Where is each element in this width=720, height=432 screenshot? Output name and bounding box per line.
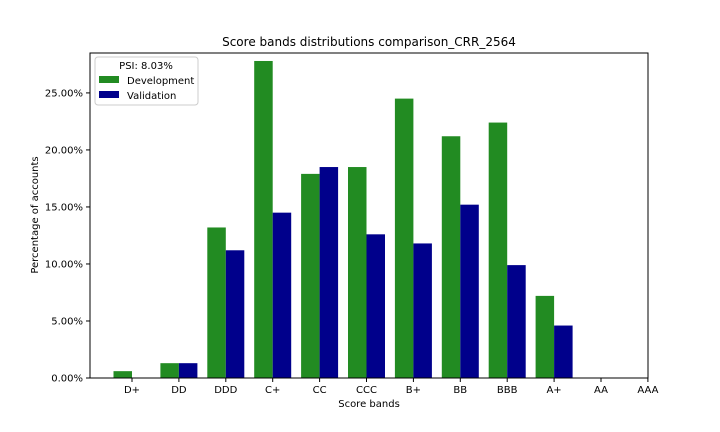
plot-frame [89,52,649,379]
legend: PSI: 8.03% Development Validation [94,56,199,106]
x-tick-label-d-: D+ [124,385,140,396]
chart-title: Score bands distributions comparison_CRR… [222,35,516,49]
bar-validation-ddd [225,250,245,378]
x-tick-label-cc: CC [313,385,327,396]
bar-validation-bbb [507,265,526,378]
x-tick-label-aaa: AAA [637,385,658,396]
y-tick-label: 5.00% [51,316,83,327]
x-tick-label-b-: B+ [406,385,421,396]
bar-validation-b- [413,243,432,378]
x-axis-label: Score bands [338,399,400,410]
bar-validation-ccc [366,234,385,378]
bar-development-c- [254,60,273,378]
bar-validation-a- [554,325,573,378]
bar-development-a- [535,295,555,378]
y-tick-label: 10.00% [45,259,83,270]
x-tick-label-ddd: DDD [214,385,237,396]
legend-label-development: Development [127,76,194,87]
x-tick-label-a-: A+ [546,385,561,396]
x-tick-label-bbb: BBB [497,385,518,396]
legend-swatch-validation [99,91,119,98]
y-axis: 0.00% 5.00% 10.00% 15.00% 20.00% 25.00% [45,88,90,385]
bar-validation-cc [319,167,339,378]
bar-development-bb [441,136,461,378]
y-axis-label: Percentage of accounts [30,156,41,273]
bar-validation-c- [272,212,292,378]
bar-validation-dd [178,363,198,378]
bar-development-bbb [488,122,508,378]
x-axis: D+ DD DDD C+ CC CCC B+ BB BBB A+ AA AAA [124,378,659,396]
bar-development-b- [394,98,414,379]
legend-box [94,56,199,106]
y-tick-label: 25.00% [45,88,83,99]
bar-validation-bb [460,204,479,378]
x-tick-label-aa: AA [594,385,608,396]
x-tick-label-c-: C+ [265,385,280,396]
x-tick-label-ccc: CCC [356,385,377,396]
bar-development-ddd [207,227,226,378]
legend-title: PSI: 8.03% [119,61,173,72]
bar-development-ccc [348,167,367,378]
x-tick-label-bb: BB [453,385,467,396]
x-tick-label-dd: DD [171,385,187,396]
bar-development-cc [301,173,320,378]
y-tick-label: 15.00% [45,202,83,213]
y-tick-label: 0.00% [51,374,83,385]
bar-development-dd [160,363,179,378]
legend-label-validation: Validation [127,91,176,102]
y-tick-label: 20.00% [45,145,83,156]
bars-group [113,60,573,379]
bar-development-d- [113,371,132,378]
legend-swatch-development [99,76,119,83]
